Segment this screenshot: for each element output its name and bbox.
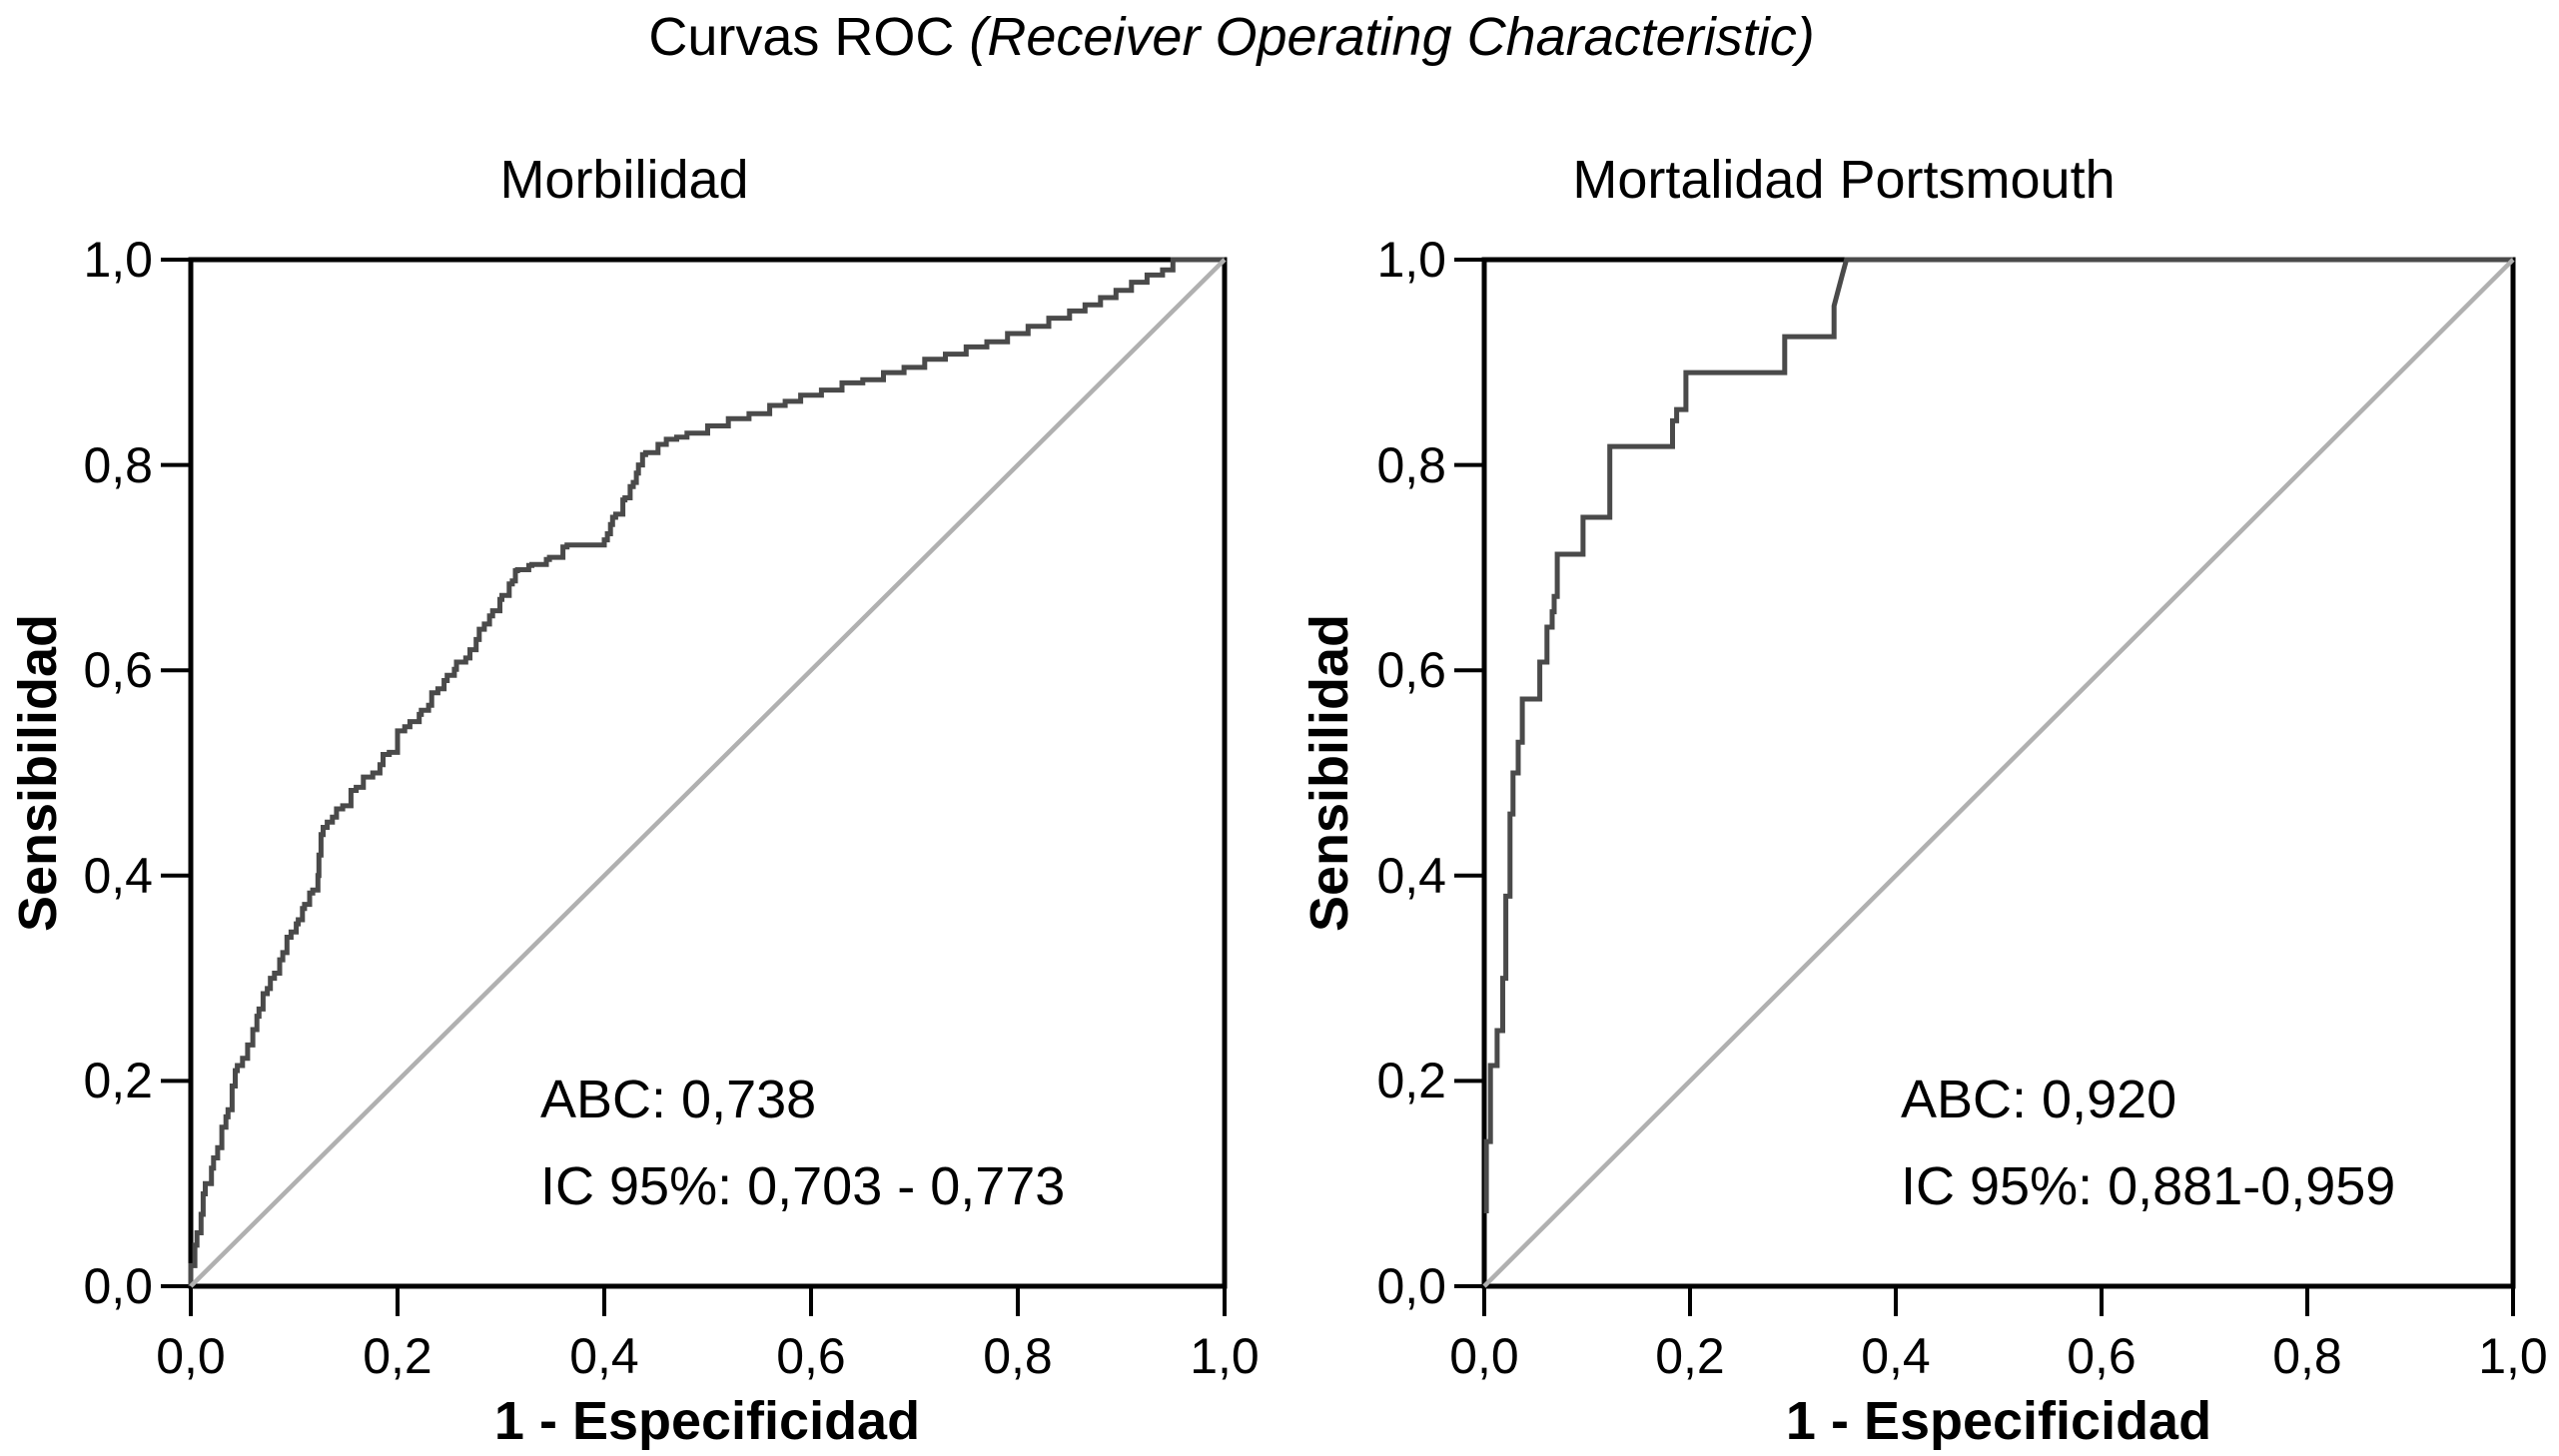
auc-value-right: ABC: 0,920 <box>1901 1070 2177 1129</box>
y-tick-label: 0,6 <box>1376 642 1446 699</box>
plot-title-mortalidad: Mortalidad Portsmouth <box>1572 150 2116 210</box>
x-tick-label: 0,6 <box>776 1328 846 1384</box>
x-tick-label: 0,0 <box>156 1328 226 1384</box>
reference-diagonal <box>189 258 1227 1288</box>
annotation-left: ABC: 0,738 IC 95%: 0,703 - 0,773 <box>540 1057 1065 1230</box>
roc-curve <box>1483 257 2513 1213</box>
figure-title: Curvas ROC (Receiver Operating Character… <box>648 8 1814 66</box>
ci-value-left: IC 95%: 0,703 - 0,773 <box>540 1156 1066 1216</box>
reference-diagonal <box>1482 258 2515 1288</box>
x-axis-label-left: 1 - Especificidad <box>493 1391 921 1451</box>
x-tick-label: 0,8 <box>983 1328 1053 1384</box>
y-tick-label: 0,0 <box>1376 1258 1446 1314</box>
x-tick-label: 0,4 <box>569 1328 639 1384</box>
y-tick-label: 0,8 <box>83 436 153 493</box>
y-tick-label: 0,4 <box>1376 847 1446 904</box>
y-tick-label: 0,4 <box>83 847 153 904</box>
x-tick-label: 0,0 <box>1449 1328 1519 1384</box>
y-tick-label: 0,2 <box>1376 1053 1446 1109</box>
x-tick-label: 0,6 <box>2067 1328 2136 1384</box>
figure-title-regular: Curvas ROC <box>648 7 955 67</box>
x-tick-label: 0,4 <box>1861 1328 1931 1384</box>
y-tick-label: 1,0 <box>1376 232 1446 288</box>
figure-title-italic: (Receiver Operating Characteristic) <box>969 7 1815 67</box>
x-axis-label-right: 1 - Especificidad <box>1785 1391 2212 1451</box>
y-tick-label: 1,0 <box>83 232 153 288</box>
y-tick-label: 0,8 <box>1376 436 1446 493</box>
y-tick-label: 0,0 <box>83 1258 153 1314</box>
x-tick-label: 1,0 <box>2478 1328 2548 1384</box>
x-tick-label: 0,8 <box>2272 1328 2342 1384</box>
auc-value-left: ABC: 0,738 <box>540 1070 817 1129</box>
y-tick-label: 0,2 <box>83 1053 153 1109</box>
roc-curve <box>188 257 1225 1286</box>
annotation-right: ABC: 0,920 IC 95%: 0,881-0,959 <box>1901 1057 2395 1230</box>
x-tick-label: 1,0 <box>1190 1328 1260 1384</box>
ci-value-right: IC 95%: 0,881-0,959 <box>1901 1156 2396 1216</box>
x-tick-label: 0,2 <box>1655 1328 1725 1384</box>
y-tick-label: 0,6 <box>83 642 153 699</box>
plot-title-morbilidad: Morbilidad <box>499 150 749 210</box>
x-tick-label: 0,2 <box>363 1328 432 1384</box>
